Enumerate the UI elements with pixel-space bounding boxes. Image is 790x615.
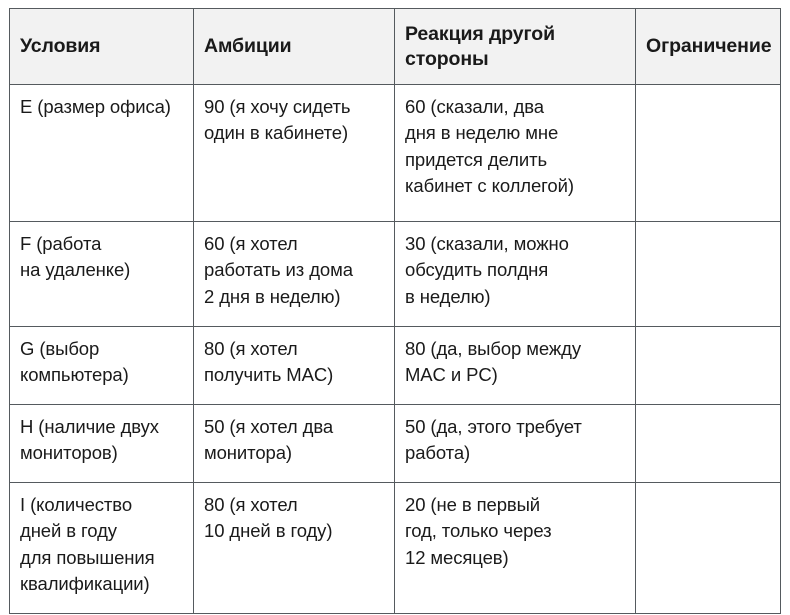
cell-limit xyxy=(635,404,781,483)
cell-ambitions: 80 (я хотел получить MAC) xyxy=(193,326,395,405)
column-header-conditions: Условия xyxy=(9,8,194,85)
table-header: Условия Амбиции Реакция другой стороны О… xyxy=(9,8,781,85)
column-header-reaction: Реакция другой стороны xyxy=(394,8,636,85)
table-row: G (выбор компьютера) 80 (я хотел получит… xyxy=(9,326,781,405)
cell-conditions: I (количество дней в году для повышения … xyxy=(9,482,194,614)
cell-limit xyxy=(635,84,781,222)
table-row: E (размер офиса) 90 (я хочу сидеть один … xyxy=(9,84,781,222)
cell-reaction: 30 (сказали, можно обсудить полдня в нед… xyxy=(394,221,636,327)
table-container: Условия Амбиции Реакция другой стороны О… xyxy=(9,8,781,614)
cell-reaction: 80 (да, выбор между MAC и PC) xyxy=(394,326,636,405)
cell-conditions: G (выбор компьютера) xyxy=(9,326,194,405)
negotiation-conditions-table: Условия Амбиции Реакция другой стороны О… xyxy=(9,8,781,614)
table-row: H (наличие двух мониторов) 50 (я хотел д… xyxy=(9,404,781,483)
cell-ambitions: 80 (я хотел 10 дней в году) xyxy=(193,482,395,614)
table-header-row: Условия Амбиции Реакция другой стороны О… xyxy=(9,8,781,85)
table-row: F (работа на удаленке) 60 (я хотел работ… xyxy=(9,221,781,327)
cell-conditions: F (работа на удаленке) xyxy=(9,221,194,327)
table-row: I (количество дней в году для повышения … xyxy=(9,482,781,614)
cell-conditions: E (размер офиса) xyxy=(9,84,194,222)
cell-conditions: H (наличие двух мониторов) xyxy=(9,404,194,483)
cell-reaction: 60 (сказали, два дня в неделю мне придет… xyxy=(394,84,636,222)
cell-ambitions: 90 (я хочу сидеть один в кабинете) xyxy=(193,84,395,222)
table-body: E (размер офиса) 90 (я хочу сидеть один … xyxy=(9,84,781,614)
cell-limit xyxy=(635,326,781,405)
cell-reaction: 20 (не в первый год, только через 12 мес… xyxy=(394,482,636,614)
cell-limit xyxy=(635,221,781,327)
cell-ambitions: 50 (я хотел два монитора) xyxy=(193,404,395,483)
cell-limit xyxy=(635,482,781,614)
cell-reaction: 50 (да, этого требует работа) xyxy=(394,404,636,483)
cell-ambitions: 60 (я хотел работать из дома 2 дня в нед… xyxy=(193,221,395,327)
column-header-limit: Ограничение xyxy=(635,8,781,85)
column-header-ambitions: Амбиции xyxy=(193,8,395,85)
